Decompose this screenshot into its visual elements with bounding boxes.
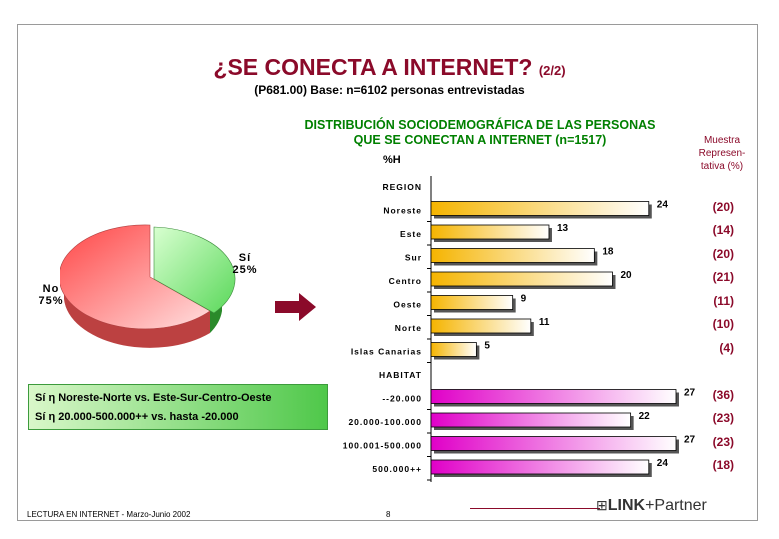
significance-note-box: Sí η Noreste-Norte vs. Este-Sur-Centro-O… [28, 384, 328, 430]
bar-value-label: 9 [521, 294, 527, 305]
bar [430, 318, 532, 334]
muestra-value: (23) [712, 434, 734, 449]
muestra-header-line1: Muestra [703, 135, 741, 146]
bar [430, 295, 514, 310]
company-logo: ⊞LINK+Partner [596, 497, 707, 515]
bar-value-label: 27 [684, 388, 696, 399]
muestra-value: (21) [712, 270, 734, 284]
category-label: --20.000 [382, 394, 422, 404]
slide-subtitle: (P681.00) Base: n=6102 personas entrevis… [254, 83, 525, 97]
bar-value-label: 13 [557, 223, 569, 234]
pie-si-value: 25% [232, 264, 258, 276]
category-label: 500.000++ [372, 464, 422, 474]
title-main: ¿SE CONECTA A INTERNET? [213, 54, 533, 80]
category-label: Este [400, 229, 422, 239]
chart-xlabel: %H [383, 154, 401, 166]
bar-value-label: 22 [639, 411, 651, 422]
muestra-value: (36) [712, 387, 734, 402]
pie-si-label: Sí [238, 252, 252, 264]
pie-slice-si [153, 226, 236, 314]
pie-no-side [64, 277, 210, 348]
category-label: Centro [389, 276, 422, 286]
pie-chart [60, 224, 236, 348]
category-label: 20.000-100.000 [348, 417, 422, 427]
pie-no-value: 75% [38, 295, 64, 307]
muestra-value: (23) [712, 411, 734, 425]
logo-partner-text: +Partner [645, 497, 707, 514]
category-label: Sur [405, 253, 422, 263]
title-suffix: (2/2) [538, 63, 566, 78]
pie-slice-no [60, 224, 211, 330]
muestra-header-line3: tativa (%) [700, 161, 744, 172]
muestra-value: (11) [713, 293, 734, 308]
category-label: Oeste [393, 300, 422, 310]
chart-title-line2: QUE SE CONECTAN A INTERNET (n=1517) [353, 133, 607, 147]
category-label: Islas Canarias [351, 347, 422, 357]
pie-label-si: Sí 25% [225, 252, 265, 276]
category-label: Noreste [383, 206, 422, 216]
bar-value-label: 5 [484, 341, 490, 352]
group-label-habitat: HABITAT [379, 370, 422, 380]
pie-label-no: No 75% [28, 283, 74, 307]
bar [430, 248, 595, 263]
muestra-value: (20) [712, 246, 734, 261]
bar [430, 459, 650, 475]
bar [430, 412, 632, 428]
bar [430, 224, 550, 240]
muestra-header: Muestra Represen- tativa (%) [688, 134, 756, 173]
muestra-value: (14) [712, 223, 734, 237]
bar [430, 389, 677, 404]
logo-grid-icon: ⊞ [596, 497, 608, 513]
right-arrow-icon [275, 293, 316, 321]
muestra-value: (10) [712, 317, 734, 331]
pie-no-label: No [42, 283, 60, 295]
logo-link-text: LINK [607, 497, 646, 514]
muestra-value: (18) [712, 458, 734, 472]
significance-note-2: Sí η 20.000-500.000++ vs. hasta -20.000 [35, 411, 239, 423]
chart-title: DISTRIBUCIÓN SOCIODEMOGRÁFICA DE LAS PER… [270, 118, 690, 148]
bar-value-label: 18 [602, 247, 614, 258]
slide-title: ¿SE CONECTA A INTERNET? (2/2) [0, 54, 779, 84]
significance-note-1: Sí η Noreste-Norte vs. Este-Sur-Centro-O… [35, 392, 272, 404]
chart-title-line1: DISTRIBUCIÓN SOCIODEMOGRÁFICA DE LAS PER… [304, 118, 656, 132]
muestra-value: (20) [712, 199, 734, 214]
footer-page-number: 8 [386, 510, 391, 519]
category-label: Norte [395, 323, 422, 333]
muestra-value: (4) [719, 340, 734, 355]
footer-source: LECTURA EN INTERNET - Marzo-Junio 2002 [27, 510, 191, 519]
bar [430, 436, 677, 451]
footer-divider [470, 508, 600, 509]
muestra-header-line2: Represen- [698, 148, 746, 159]
category-label: 100.001-500.000 [343, 441, 422, 451]
group-label-region: REGION [382, 182, 422, 192]
bar-value-label: 24 [657, 200, 669, 211]
bar [430, 342, 477, 357]
bar-value-label: 24 [657, 458, 669, 469]
bar-value-label: 27 [684, 435, 696, 446]
bar [430, 271, 613, 287]
bar-value-label: 11 [539, 317, 550, 328]
bar [430, 201, 650, 216]
bar-value-label: 20 [620, 270, 632, 281]
